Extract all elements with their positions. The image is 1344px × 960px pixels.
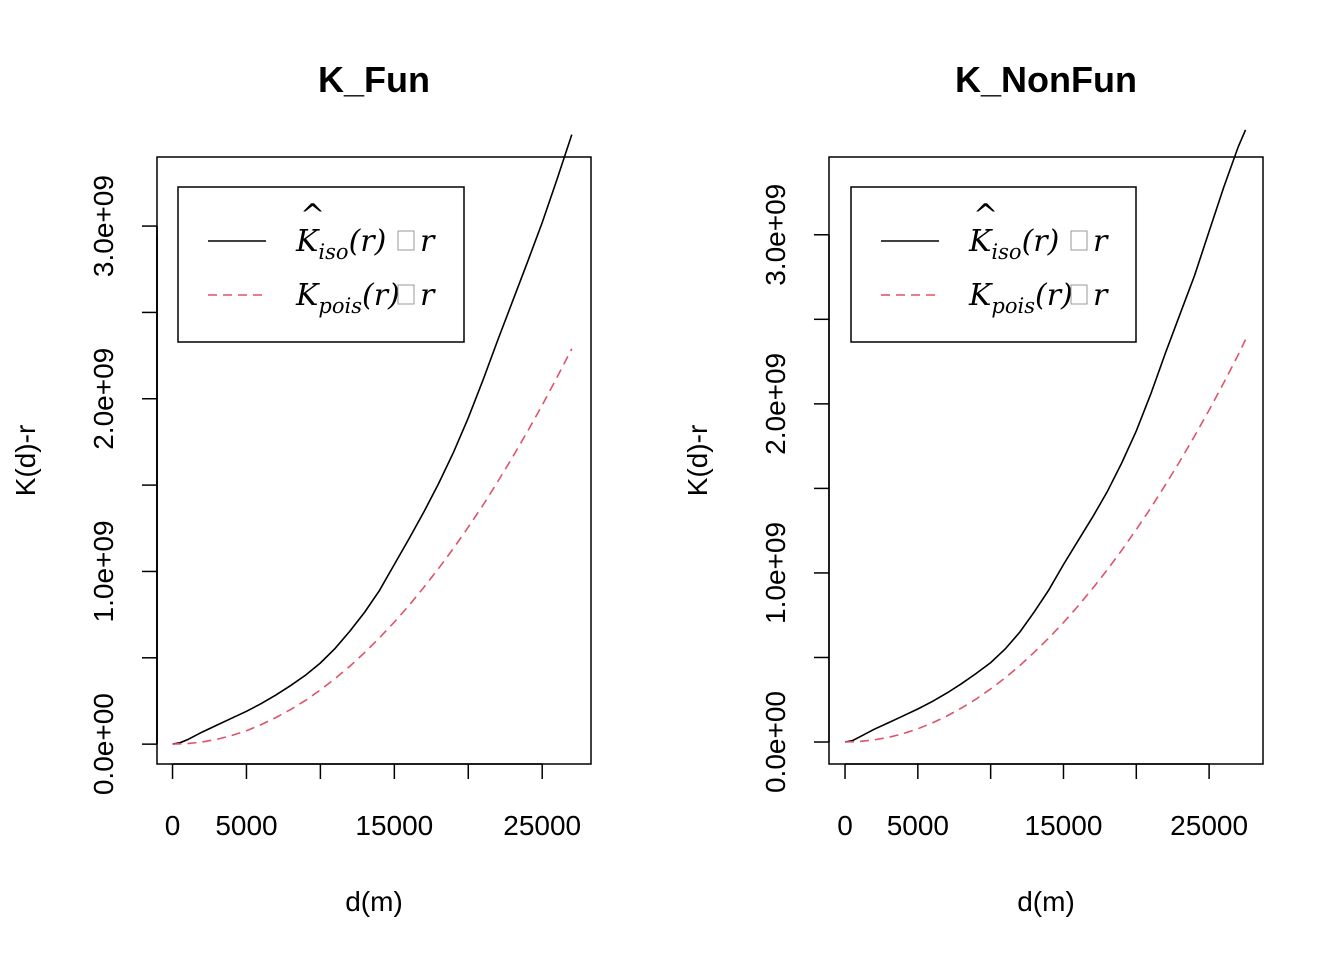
y-tick-label: 2.0e+09	[760, 353, 791, 455]
legend-hat: ^	[300, 198, 325, 233]
x-tick-label: 0	[165, 810, 181, 841]
x-axis-label: d(m)	[345, 886, 403, 917]
y-tick-label: 1.0e+09	[88, 520, 119, 622]
chart-title: K_NonFun	[955, 59, 1137, 100]
legend-r: r	[420, 224, 436, 259]
series-line-k-iso	[172, 134, 573, 745]
legend-missing-glyph	[1070, 284, 1088, 305]
series-line-k-iso	[844, 129, 1247, 743]
chart-panel-1: K_Fun 0 5000 15000 25000 0.0e+00 1.0e+09 2.0e+0…	[10, 59, 592, 917]
legend-label: Kpois(r)	[968, 278, 1073, 318]
x-axis-label: d(m)	[1017, 886, 1075, 917]
y-tick-label: 0.0e+00	[760, 691, 791, 793]
legend-label: Kpois(r)	[295, 278, 400, 318]
chart-panel-2: K_NonFun 0 5000 15000 25000 0.0e+00 1.0e+09 2.0…	[156, 59, 1264, 917]
legend-subscript: iso	[991, 240, 1021, 264]
series-line-k-pois	[844, 339, 1247, 743]
legend-argument: (r)	[1022, 224, 1060, 259]
y-axis-label: K(d)-r	[682, 425, 713, 497]
legend-label: Kiso(r)	[295, 224, 386, 264]
chart-title: K_Fun	[318, 59, 430, 100]
x-tick-label: 15000	[1025, 810, 1103, 841]
legend-missing-glyph	[397, 230, 415, 251]
x-tick-label: 5000	[215, 810, 277, 841]
legend-subscript: iso	[318, 240, 348, 264]
legend-missing-glyph	[1070, 230, 1088, 251]
x-tick-label: 15000	[355, 810, 433, 841]
legend: Kiso(r) r^Kpois(r) r	[177, 186, 465, 343]
legend-argument: (r)	[349, 224, 387, 259]
x-tick-label: 25000	[1170, 810, 1248, 841]
legend-hat: ^	[973, 198, 998, 233]
y-tick-label: 3.0e+09	[760, 184, 791, 286]
series-line-k-pois	[172, 348, 573, 745]
legend-argument: (r)	[362, 278, 400, 313]
x-tick-label: 25000	[503, 810, 581, 841]
legend-label: Kiso(r)	[968, 224, 1059, 264]
legend-subscript: pois	[991, 294, 1035, 318]
legend-r: r	[1093, 278, 1109, 313]
legend-symbol: K	[968, 224, 993, 259]
y-tick-label: 0.0e+00	[88, 693, 119, 795]
y-tick-label: 3.0e+09	[88, 175, 119, 277]
legend-r: r	[420, 278, 436, 313]
legend-r: r	[1093, 224, 1109, 259]
legend: Kiso(r) r^Kpois(r) r	[850, 186, 1137, 343]
legend-symbol: K	[295, 278, 320, 313]
legend-missing-glyph	[397, 284, 415, 305]
legend-argument: (r)	[1035, 278, 1073, 313]
legend-symbol: K	[968, 278, 993, 313]
x-tick-label: 5000	[887, 810, 949, 841]
y-tick-label: 2.0e+09	[88, 348, 119, 450]
legend-box	[177, 186, 465, 343]
legend-subscript: pois	[318, 294, 362, 318]
y-tick-label: 1.0e+09	[760, 522, 791, 624]
legend-symbol: K	[295, 224, 320, 259]
x-tick-label: 0	[837, 810, 853, 841]
legend-box	[850, 186, 1137, 343]
y-axis-label: K(d)-r	[10, 425, 41, 497]
